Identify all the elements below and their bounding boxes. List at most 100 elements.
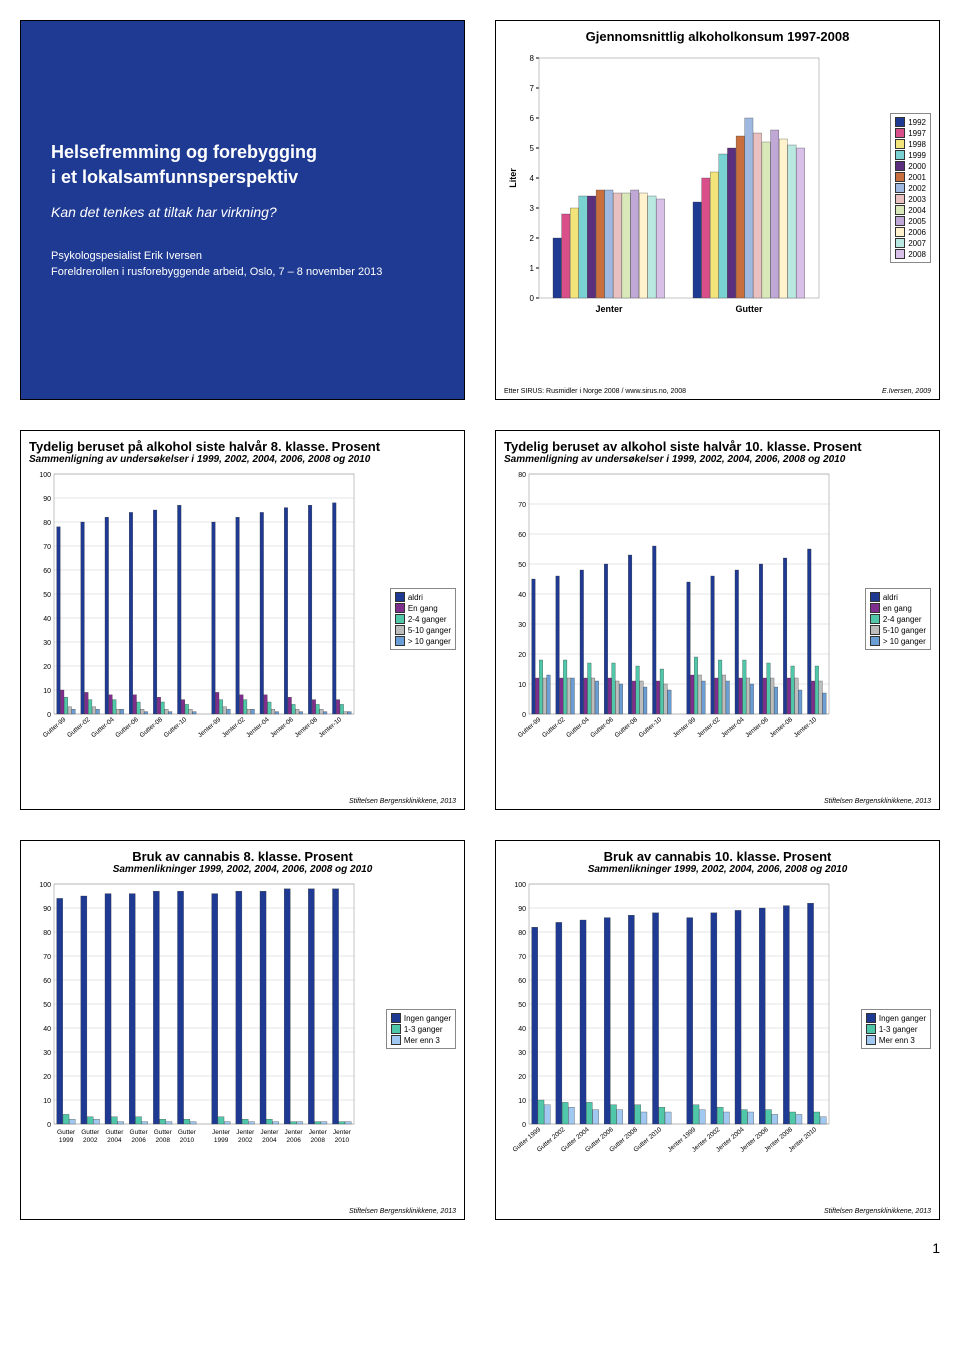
footer: Stiftelsen Bergensklinikkene, 2013 [349, 1208, 456, 1215]
chart-svg: 0102030405060708090100Gutter1999Gutter20… [29, 879, 382, 1179]
chart-subtitle: Sammenligning av undersøkelser i 1999, 2… [29, 454, 456, 465]
svg-text:100: 100 [39, 472, 51, 479]
svg-text:6: 6 [530, 114, 535, 123]
svg-text:30: 30 [518, 622, 526, 629]
svg-text:70: 70 [43, 954, 51, 961]
svg-text:Jenter-02: Jenter-02 [221, 716, 247, 739]
svg-text:40: 40 [518, 592, 526, 599]
svg-text:70: 70 [518, 502, 526, 509]
svg-text:80: 80 [43, 930, 51, 937]
svg-text:0: 0 [47, 712, 51, 719]
svg-text:10: 10 [43, 688, 51, 695]
svg-text:Gutter: Gutter [105, 1129, 124, 1136]
svg-text:Jenter-99: Jenter-99 [672, 716, 698, 739]
svg-text:50: 50 [43, 1002, 51, 1009]
conference: Foreldrerollen i rusforebyggende arbeid,… [51, 266, 434, 278]
svg-text:70: 70 [518, 954, 526, 961]
svg-text:2006: 2006 [286, 1137, 301, 1144]
chart-title: Bruk av cannabis 8. klasse. [132, 849, 301, 864]
svg-text:2004: 2004 [262, 1137, 277, 1144]
svg-text:20: 20 [43, 664, 51, 671]
svg-text:3: 3 [530, 204, 535, 213]
chart-title: Tydelig beruset på alkohol siste halvår … [29, 439, 329, 454]
svg-text:1999: 1999 [59, 1137, 74, 1144]
title-line1: Helsefremming og forebygging [51, 142, 434, 163]
svg-text:80: 80 [518, 930, 526, 937]
svg-text:2: 2 [530, 234, 535, 243]
svg-text:Jenter-02: Jenter-02 [696, 716, 722, 739]
svg-text:Gutter: Gutter [178, 1129, 197, 1136]
chart-title-unit: Prosent [813, 439, 861, 454]
svg-text:4: 4 [530, 174, 535, 183]
svg-text:50: 50 [518, 562, 526, 569]
svg-text:2004: 2004 [107, 1137, 122, 1144]
svg-text:0: 0 [522, 712, 526, 719]
slide-cannabis-8: Bruk av cannabis 8. klasse. Prosent Samm… [20, 840, 465, 1220]
svg-text:Gutter-02: Gutter-02 [66, 716, 92, 739]
chart-subtitle: Sammenligning av undersøkelser i 1999, 2… [504, 454, 931, 465]
svg-text:Jenter-08: Jenter-08 [768, 716, 794, 739]
svg-text:10: 10 [43, 1098, 51, 1105]
slide-cannabis-10: Bruk av cannabis 10. klasse. Prosent Sam… [495, 840, 940, 1220]
chart-svg: 01020304050607080Gutter-99Gutter-02Gutte… [504, 469, 861, 769]
svg-text:2008: 2008 [311, 1137, 326, 1144]
svg-text:Jenter-10: Jenter-10 [793, 716, 819, 739]
svg-text:30: 30 [43, 640, 51, 647]
legend-years: 1992199719981999200020012002200320042005… [890, 113, 931, 263]
svg-text:Gutter: Gutter [154, 1129, 173, 1136]
svg-text:60: 60 [518, 532, 526, 539]
chart-subtitle: Sammenlikninger 1999, 2002, 2004, 2006, … [29, 864, 456, 875]
svg-text:90: 90 [518, 906, 526, 913]
svg-text:Gutter-06: Gutter-06 [114, 716, 140, 739]
svg-text:2010: 2010 [335, 1137, 350, 1144]
svg-text:Liter: Liter [508, 168, 518, 188]
svg-text:50: 50 [518, 1002, 526, 1009]
svg-text:50: 50 [43, 592, 51, 599]
legend: aldriEn gang2-4 ganger5-10 ganger> 10 ga… [390, 588, 456, 650]
svg-text:Gutter-99: Gutter-99 [517, 716, 543, 739]
svg-text:Jenter-99: Jenter-99 [197, 716, 223, 739]
svg-text:Gutter-10: Gutter-10 [638, 716, 664, 739]
chart-title-unit: Prosent [304, 849, 352, 864]
svg-text:2010: 2010 [180, 1137, 195, 1144]
svg-text:Jenter-08: Jenter-08 [293, 716, 319, 739]
svg-text:30: 30 [43, 1050, 51, 1057]
svg-text:70: 70 [43, 544, 51, 551]
chart-svg: 0102030405060708090100Gutter-99Gutter-02… [29, 469, 386, 769]
svg-text:Jenter: Jenter [333, 1129, 352, 1136]
svg-text:Gutter-99: Gutter-99 [42, 716, 68, 739]
svg-text:Jenter: Jenter [309, 1129, 328, 1136]
subtitle: Kan det tenkes at tiltak har virkning? [51, 204, 434, 220]
svg-text:Jenter-04: Jenter-04 [245, 716, 271, 739]
svg-text:Gutter-10: Gutter-10 [163, 716, 189, 739]
legend: Ingen ganger1-3 gangerMer enn 3 [386, 1009, 456, 1049]
author: Psykologspesialist Erik Iversen [51, 250, 434, 262]
svg-text:Gutter-08: Gutter-08 [613, 716, 639, 739]
title-line2: i et lokalsamfunnsperspektiv [51, 167, 434, 188]
legend: Ingen ganger1-3 gangerMer enn 3 [861, 1009, 931, 1049]
svg-text:5: 5 [530, 144, 535, 153]
slide-beruset-10: Tydelig beruset av alkohol siste halvår … [495, 430, 940, 810]
slide-beruset-8: Tydelig beruset på alkohol siste halvår … [20, 430, 465, 810]
svg-text:7: 7 [530, 84, 535, 93]
chart-svg: 012345678LiterJenterGutter [504, 48, 886, 328]
svg-text:Jenter: Jenter [236, 1129, 255, 1136]
title-slide: Helsefremming og forebygging i et lokals… [20, 20, 465, 400]
svg-text:20: 20 [43, 1074, 51, 1081]
svg-text:Gutter: Gutter [57, 1129, 76, 1136]
svg-text:2008: 2008 [156, 1137, 171, 1144]
svg-text:Gutter-02: Gutter-02 [541, 716, 567, 739]
svg-text:Jenter: Jenter [212, 1129, 231, 1136]
footer: Stiftelsen Bergensklinikkene, 2013 [349, 798, 456, 805]
svg-text:60: 60 [43, 978, 51, 985]
svg-text:Jenter-04: Jenter-04 [720, 716, 746, 739]
svg-text:Gutter-04: Gutter-04 [565, 716, 591, 739]
svg-text:20: 20 [518, 1074, 526, 1081]
svg-text:10: 10 [518, 1098, 526, 1105]
svg-text:Jenter-10: Jenter-10 [318, 716, 344, 739]
svg-text:2002: 2002 [83, 1137, 98, 1144]
svg-text:2006: 2006 [131, 1137, 146, 1144]
credit: E.Iversen, 2009 [882, 388, 931, 395]
slide-alcohol-consumption: Gjennomsnittlig alkoholkonsum 1997-2008 … [495, 20, 940, 400]
svg-text:40: 40 [43, 616, 51, 623]
